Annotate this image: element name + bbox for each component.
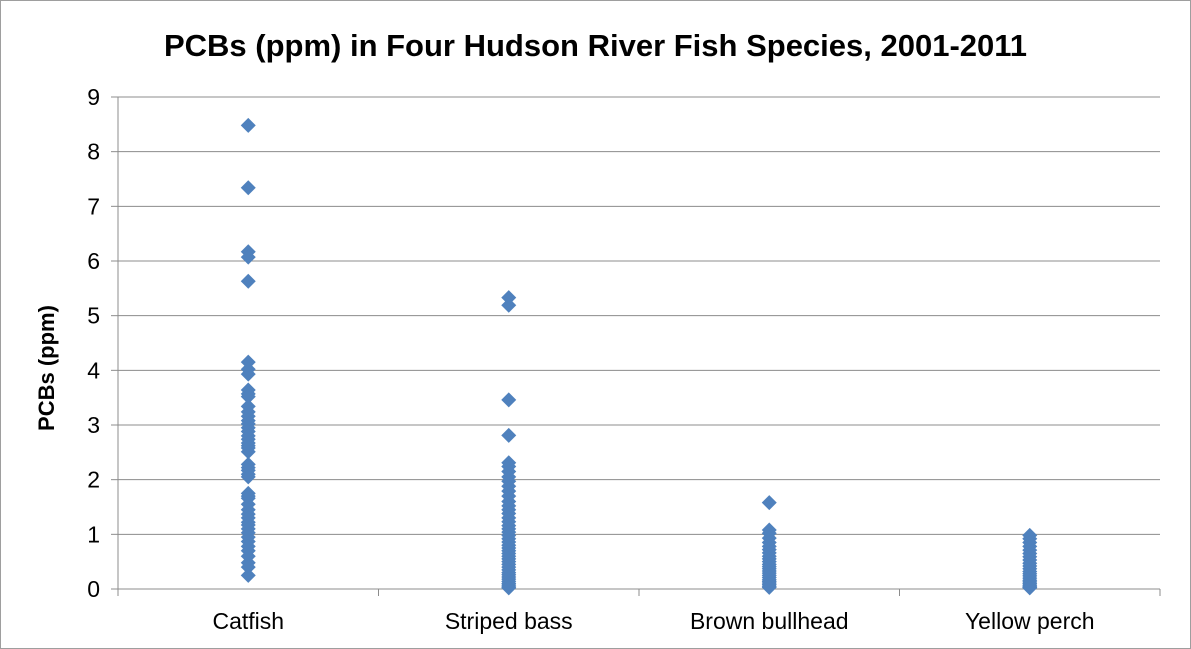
data-point <box>761 495 777 511</box>
data-point <box>240 366 256 382</box>
data-point <box>240 249 256 265</box>
data-point <box>240 180 256 196</box>
data-point <box>501 580 517 596</box>
data-point <box>501 392 517 408</box>
x-tick-labels: Catfish Striped bass Brown bullhead Yellow … <box>212 608 1094 634</box>
data-points <box>240 117 1038 596</box>
data-point <box>240 117 256 133</box>
data-point <box>240 559 256 575</box>
y-tick-label: 2 <box>87 467 100 493</box>
data-point <box>240 567 256 583</box>
data-point <box>501 290 517 306</box>
data-point <box>1022 580 1038 596</box>
x-tick-label: Striped bass <box>445 608 573 634</box>
y-tick-label: 9 <box>87 84 100 110</box>
data-point <box>240 273 256 289</box>
data-point <box>761 579 777 595</box>
y-tick-labels: 0 1 2 3 4 5 6 7 8 9 <box>87 84 100 602</box>
data-point <box>240 389 256 405</box>
data-point <box>501 297 517 313</box>
y-tick-label: 1 <box>87 521 100 547</box>
y-tick-label: 6 <box>87 248 100 274</box>
x-tick-label: Yellow perch <box>965 608 1095 634</box>
y-tick-label: 8 <box>87 139 100 165</box>
axes <box>111 96 1161 596</box>
data-point <box>240 469 256 485</box>
y-tick-label: 0 <box>87 576 100 602</box>
x-tick-label: Brown bullhead <box>690 608 849 634</box>
y-tick-label: 3 <box>87 412 100 438</box>
gridlines <box>118 96 1160 535</box>
data-point <box>501 427 517 443</box>
y-tick-label: 5 <box>87 303 100 329</box>
chart-title: PCBs (ppm) in Four Hudson River Fish Spe… <box>163 28 1028 63</box>
x-tick-label: Catfish <box>212 608 284 634</box>
data-point <box>240 444 256 460</box>
y-tick-label: 4 <box>87 357 100 383</box>
y-tick-label: 7 <box>87 193 100 219</box>
